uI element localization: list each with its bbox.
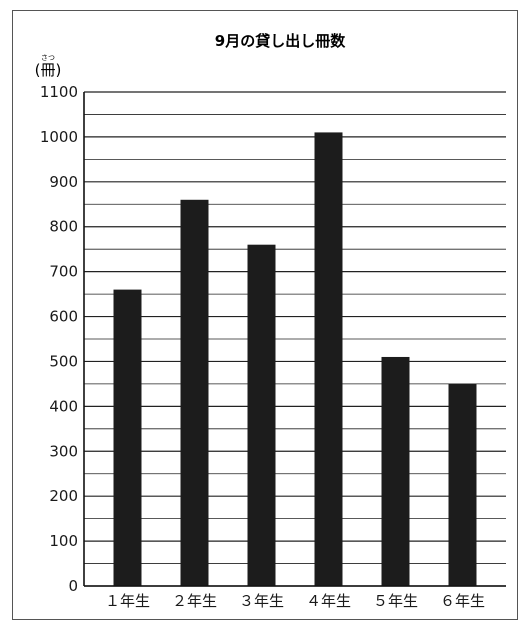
bar — [448, 383, 477, 586]
y-tick-label: 900 — [49, 173, 78, 191]
y-tick-label: 1000 — [40, 128, 78, 146]
x-tick-label: ４年生 — [306, 592, 351, 610]
y-tick-label: 0 — [68, 577, 78, 595]
x-tick-label: ３年生 — [239, 592, 284, 610]
y-tick-label: 800 — [49, 218, 78, 236]
y-tick-label: 700 — [49, 263, 78, 281]
chart-title: 9月の貸し出し冊数 — [215, 32, 346, 50]
bar — [247, 244, 276, 586]
axes — [83, 92, 506, 587]
y-tick-label: 100 — [49, 532, 78, 550]
y-axis-unit-label: (冊) — [35, 61, 62, 79]
bar — [314, 132, 343, 586]
x-tick-label: ５年生 — [373, 592, 418, 610]
x-axis-ticks: １年生 ２年生 ３年生 ４年生 ５年生 ６年生 — [105, 592, 485, 610]
y-tick-label: 500 — [49, 352, 78, 370]
gridlines — [84, 91, 506, 587]
y-tick-label: 300 — [49, 442, 78, 460]
bar — [113, 289, 142, 586]
y-tick-label: 600 — [49, 308, 78, 326]
y-axis-ticks: 0 100 200 300 400 500 600 700 800 900 1000 1100 — [40, 83, 78, 595]
x-tick-label: １年生 — [105, 592, 150, 610]
x-tick-label: ６年生 — [440, 592, 485, 610]
y-tick-label: 200 — [49, 487, 78, 505]
y-tick-label: 1100 — [40, 83, 78, 101]
y-axis-unit-ruby: さつ — [41, 54, 55, 62]
bar — [180, 199, 209, 587]
x-tick-label: ２年生 — [172, 592, 217, 610]
bars — [113, 132, 477, 587]
bar — [381, 356, 410, 586]
y-tick-label: 400 — [49, 397, 78, 415]
